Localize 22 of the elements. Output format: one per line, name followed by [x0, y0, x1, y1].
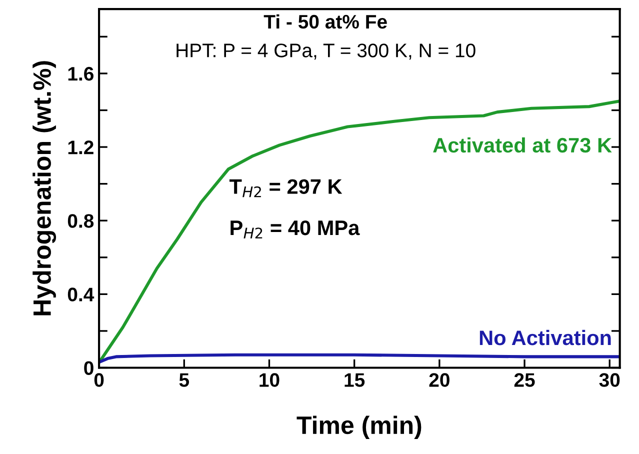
- x-tick-label: 15: [344, 373, 365, 387]
- x-tick-label: 25: [514, 373, 535, 387]
- annotation: T$_{H2}$ = 297 K: [229, 179, 342, 198]
- x-axis-title: Time (min): [296, 416, 422, 440]
- chart-title: Ti - 50 at% Fe: [264, 14, 387, 29]
- x-tick-label: 30: [599, 373, 620, 387]
- y-tick-label: 0: [84, 361, 94, 375]
- annotation: P$_{H2}$ = 40 MPa: [230, 220, 360, 238]
- y-tick-label: 0.8: [68, 214, 94, 228]
- y-tick-label: 1.2: [68, 140, 94, 154]
- x-tick-label: 10: [260, 373, 280, 387]
- y-axis-title: Hydrogenation (wt.%): [32, 61, 56, 316]
- x-tick-label: 5: [179, 373, 190, 387]
- x-tick-label: 0: [94, 373, 104, 387]
- series-label: Activated at 673 K: [433, 137, 612, 153]
- line-series: [99, 353, 620, 364]
- line-series: [99, 100, 620, 362]
- y-tick-label: 0.4: [68, 288, 94, 302]
- text: HPT: P = 4 GPa, T = 300 K, N = 10: [176, 44, 476, 60]
- y-tick-label: 1.6: [68, 66, 94, 81]
- series-label: No Activation: [480, 330, 611, 346]
- x-tick-label: 20: [429, 373, 450, 387]
